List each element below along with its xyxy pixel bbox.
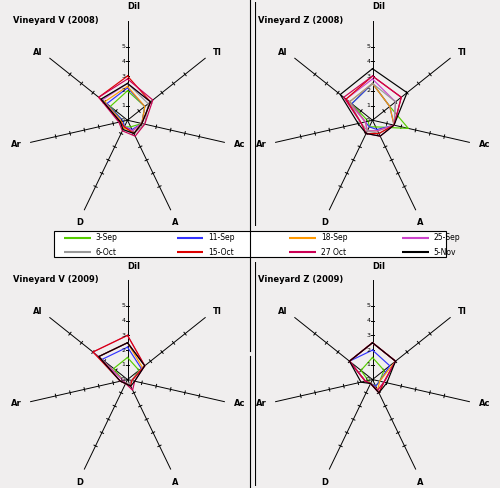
Text: 0: 0 — [121, 118, 125, 123]
Text: AI: AI — [33, 307, 42, 316]
Text: Dil: Dil — [372, 2, 386, 11]
Text: TI: TI — [458, 48, 466, 57]
Text: A: A — [172, 219, 178, 227]
Text: 15-Oct: 15-Oct — [208, 248, 234, 257]
Text: AI: AI — [33, 48, 42, 57]
Text: 18-Sep: 18-Sep — [321, 233, 347, 242]
Text: Ar: Ar — [10, 140, 22, 149]
Text: 1: 1 — [366, 362, 370, 367]
Text: D: D — [322, 478, 328, 487]
FancyBboxPatch shape — [54, 231, 446, 257]
Text: A: A — [172, 478, 178, 487]
Text: TI: TI — [458, 307, 466, 316]
Text: Dil: Dil — [372, 262, 386, 270]
Text: 0: 0 — [366, 377, 370, 382]
Text: 5-Nov: 5-Nov — [434, 248, 456, 257]
Text: Ac: Ac — [234, 399, 245, 408]
Text: D: D — [76, 478, 84, 487]
Text: 3: 3 — [122, 74, 126, 79]
Text: 4: 4 — [366, 59, 370, 64]
Text: 2: 2 — [122, 88, 126, 93]
Text: Dil: Dil — [128, 2, 140, 11]
Text: 25-Sep: 25-Sep — [434, 233, 460, 242]
Text: Vineyard V (2008): Vineyard V (2008) — [14, 16, 99, 25]
Text: Ac: Ac — [478, 140, 490, 149]
Text: 3-Sep: 3-Sep — [96, 233, 118, 242]
Text: 2: 2 — [122, 347, 126, 353]
Text: 2: 2 — [366, 347, 370, 353]
Text: 5: 5 — [366, 44, 370, 49]
Text: Ar: Ar — [10, 399, 22, 408]
Text: 1: 1 — [366, 103, 370, 108]
Text: 1: 1 — [122, 103, 126, 108]
Text: A: A — [416, 478, 423, 487]
Text: 4: 4 — [366, 318, 370, 323]
Text: D: D — [76, 219, 84, 227]
Text: 5: 5 — [366, 304, 370, 308]
Text: D: D — [322, 219, 328, 227]
Text: A: A — [416, 219, 423, 227]
Text: 11-Sep: 11-Sep — [208, 233, 235, 242]
Text: AI: AI — [278, 48, 287, 57]
Text: Vineyard Z (2008): Vineyard Z (2008) — [258, 16, 344, 25]
Text: Ac: Ac — [234, 140, 245, 149]
Text: 6-Oct: 6-Oct — [96, 248, 116, 257]
Text: 3: 3 — [366, 333, 370, 338]
Text: Ar: Ar — [256, 399, 266, 408]
Text: 4: 4 — [122, 59, 126, 64]
Text: 5: 5 — [122, 44, 126, 49]
Text: Vineyard Z (2009): Vineyard Z (2009) — [258, 275, 344, 284]
Text: TI: TI — [212, 307, 222, 316]
Text: 3: 3 — [122, 333, 126, 338]
Text: 27 Oct: 27 Oct — [321, 248, 346, 257]
Text: 0: 0 — [121, 377, 125, 382]
Text: 0: 0 — [366, 118, 370, 123]
Text: Vineyard V (2009): Vineyard V (2009) — [14, 275, 99, 284]
Text: 5: 5 — [122, 304, 126, 308]
Text: Ar: Ar — [256, 140, 266, 149]
Text: 2: 2 — [366, 88, 370, 93]
Text: TI: TI — [212, 48, 222, 57]
Text: Dil: Dil — [128, 262, 140, 270]
Text: 3: 3 — [366, 74, 370, 79]
Text: 4: 4 — [122, 318, 126, 323]
Text: 1: 1 — [122, 362, 126, 367]
Text: AI: AI — [278, 307, 287, 316]
Text: Ac: Ac — [478, 399, 490, 408]
